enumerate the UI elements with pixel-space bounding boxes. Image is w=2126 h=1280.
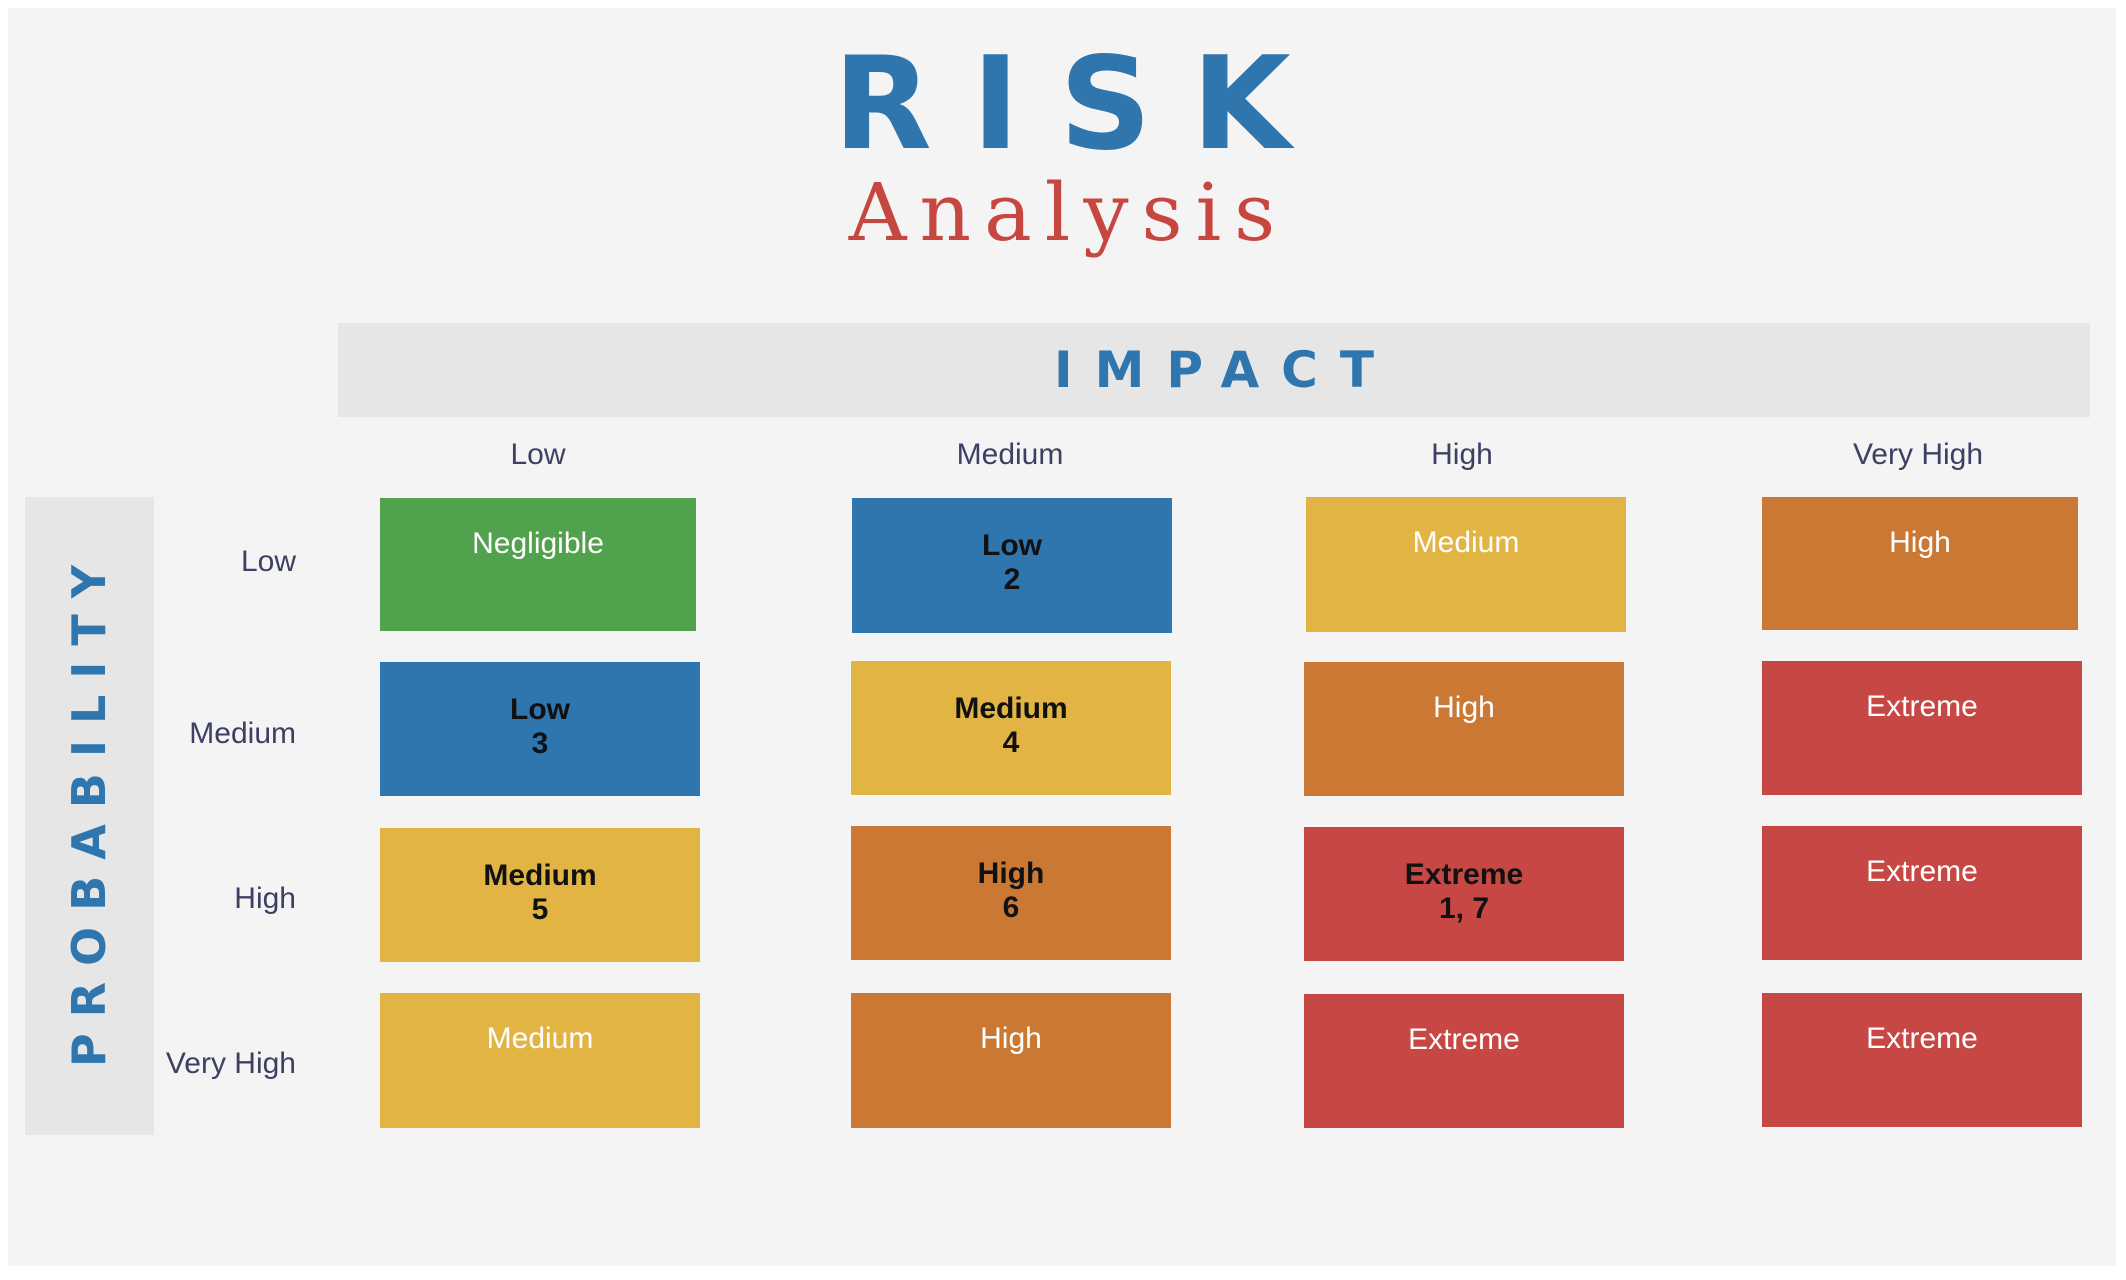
risk-cell: High	[1762, 497, 2078, 630]
risk-ids-label: 4	[1002, 726, 1020, 759]
risk-ids-label: 2	[1003, 563, 1021, 596]
risk-level-label: Medium	[1412, 526, 1520, 559]
risk-ids-label: 3	[531, 727, 549, 760]
risk-cell: Extreme	[1762, 826, 2082, 960]
impact-column-medium: Medium	[956, 438, 1064, 471]
risk-ids-label: 6	[1002, 891, 1020, 924]
risk-cell: High	[1304, 662, 1624, 796]
page-subtitle: Analysis	[848, 166, 1289, 259]
risk-level-label: High	[1433, 691, 1495, 724]
risk-level-label: Extreme	[1866, 690, 1978, 723]
risk-cell: Low 2	[852, 498, 1172, 633]
risk-ids-label: 5	[531, 893, 549, 926]
page-title: RISK	[833, 30, 1331, 179]
risk-cell: Medium	[380, 993, 700, 1128]
risk-cell: High 6	[851, 826, 1171, 960]
risk-cell: Extreme 1, 7	[1304, 827, 1624, 961]
probability-row-medium: Medium	[189, 717, 296, 750]
risk-level-label: Extreme	[1408, 1023, 1520, 1056]
risk-cell: Extreme	[1762, 661, 2082, 795]
risk-level-label: Extreme	[1866, 1022, 1978, 1055]
risk-level-label: Medium	[954, 692, 1068, 725]
risk-cell: Medium	[1306, 497, 1626, 632]
risk-cell: Low 3	[380, 662, 700, 796]
risk-level-label: Low	[510, 693, 570, 726]
risk-level-label: High	[980, 1022, 1042, 1055]
risk-level-label: Negligible	[472, 527, 604, 560]
risk-analysis-canvas: RISK Analysis IMPACT PROBABILITY Low Med…	[8, 8, 2116, 1266]
risk-cell: Extreme	[1304, 994, 1624, 1128]
probability-row-high: High	[234, 882, 296, 915]
risk-cell: Medium 4	[851, 661, 1171, 795]
risk-level-label: High	[977, 857, 1045, 890]
impact-column-low: Low	[510, 438, 566, 471]
risk-level-label: Extreme	[1866, 855, 1978, 888]
risk-cell: Medium 5	[380, 828, 700, 962]
risk-level-label: High	[1889, 526, 1951, 559]
impact-column-high: High	[1431, 438, 1493, 471]
probability-axis-header: PROBABILITY	[25, 497, 154, 1135]
risk-ids-label: 1, 7	[1438, 892, 1490, 925]
impact-axis-label: IMPACT	[1054, 341, 1396, 399]
impact-axis-header: IMPACT	[338, 323, 2090, 417]
risk-level-label: Extreme	[1404, 858, 1524, 891]
risk-level-label: Medium	[483, 859, 597, 892]
risk-cell: High	[851, 993, 1171, 1128]
probability-row-low: Low	[240, 545, 296, 578]
risk-level-label: Low	[982, 529, 1042, 562]
risk-cell: Negligible	[380, 498, 696, 631]
risk-cell: Extreme	[1762, 993, 2082, 1127]
impact-column-very-high: Very High	[1852, 438, 1984, 471]
probability-row-very-high: Very High	[165, 1047, 296, 1080]
risk-level-label: Medium	[486, 1022, 594, 1055]
probability-axis-label: PROBABILITY	[62, 548, 116, 1068]
